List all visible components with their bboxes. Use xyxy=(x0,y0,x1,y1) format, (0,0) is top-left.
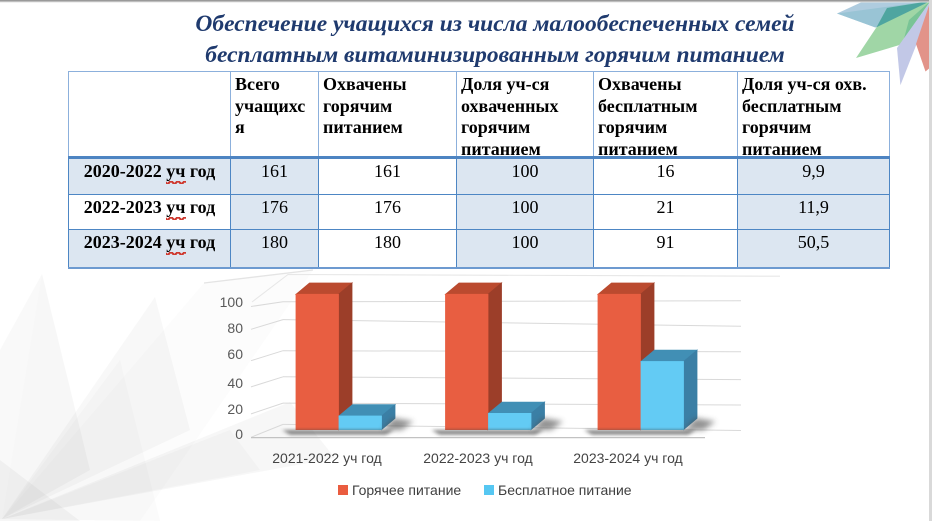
svg-text:60: 60 xyxy=(227,346,243,362)
svg-text:0: 0 xyxy=(235,426,243,442)
svg-text:2022-2023 уч год: 2022-2023 уч год xyxy=(423,450,532,466)
svg-text:Горячее питание: Горячее питание xyxy=(352,482,461,498)
svg-text:Бесплатное питание: Бесплатное питание xyxy=(498,482,632,498)
svg-text:80: 80 xyxy=(227,320,243,336)
svg-text:2023-2024 уч год: 2023-2024 уч год xyxy=(573,450,682,466)
svg-text:40: 40 xyxy=(227,375,243,391)
svg-text:20: 20 xyxy=(227,401,243,417)
svg-text:100: 100 xyxy=(220,294,244,310)
svg-text:2021-2022 уч год: 2021-2022 уч год xyxy=(272,450,381,466)
